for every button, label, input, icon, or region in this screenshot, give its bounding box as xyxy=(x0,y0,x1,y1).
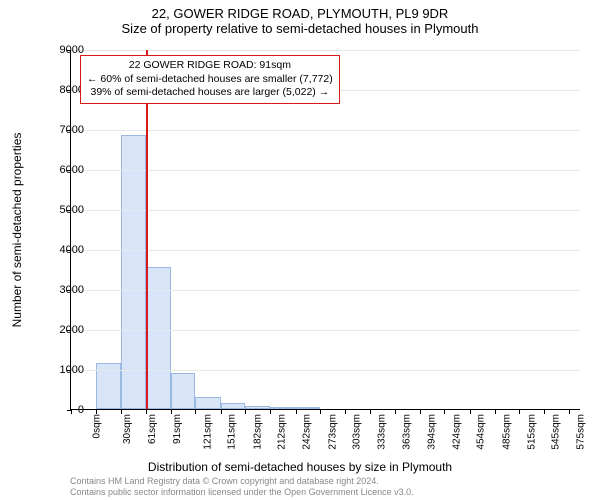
annotation-box: 22 GOWER RIDGE ROAD: 91sqm ← 60% of semi… xyxy=(80,55,340,104)
x-tick-label: 242sqm xyxy=(302,414,313,450)
x-tick-mark xyxy=(470,410,471,414)
x-tick-mark xyxy=(444,410,445,414)
x-axis-label: Distribution of semi-detached houses by … xyxy=(0,460,600,474)
histogram-bar xyxy=(245,406,270,409)
x-tick-mark xyxy=(519,410,520,414)
chart-title-sub: Size of property relative to semi-detach… xyxy=(0,21,600,36)
x-tick-label: 151sqm xyxy=(227,414,238,450)
chart-plot-area xyxy=(70,50,580,410)
chart-title-main: 22, GOWER RIDGE ROAD, PLYMOUTH, PL9 9DR xyxy=(0,6,600,21)
x-tick-mark xyxy=(245,410,246,414)
histogram-bar xyxy=(121,135,146,409)
x-tick-label: 30sqm xyxy=(122,414,133,444)
annotation-line-1: 22 GOWER RIDGE ROAD: 91sqm xyxy=(87,59,333,73)
y-tick-label: 5000 xyxy=(44,204,84,216)
x-tick-label: 454sqm xyxy=(476,414,487,450)
y-tick-label: 3000 xyxy=(44,284,84,296)
x-tick-label: 273sqm xyxy=(327,414,338,450)
footer-line-1: Contains HM Land Registry data © Crown c… xyxy=(70,476,590,487)
x-tick-label: 182sqm xyxy=(252,414,263,450)
y-tick-label: 4000 xyxy=(44,244,84,256)
x-tick-label: 121sqm xyxy=(202,414,213,450)
histogram-bar xyxy=(270,407,296,409)
y-tick-label: 0 xyxy=(44,404,84,416)
x-tick-mark xyxy=(495,410,496,414)
y-axis-label: Number of semi-detached properties xyxy=(10,133,24,328)
histogram-bar xyxy=(171,373,196,409)
x-tick-label: 61sqm xyxy=(147,414,158,444)
x-tick-mark xyxy=(569,410,570,414)
x-tick-mark xyxy=(320,410,321,414)
x-tick-label: 394sqm xyxy=(427,414,438,450)
y-tick-label: 9000 xyxy=(44,44,84,56)
y-tick-label: 6000 xyxy=(44,164,84,176)
x-tick-mark xyxy=(345,410,346,414)
x-tick-mark xyxy=(420,410,421,414)
x-tick-mark xyxy=(544,410,545,414)
x-tick-mark xyxy=(221,410,222,414)
footer-attribution: Contains HM Land Registry data © Crown c… xyxy=(70,476,590,498)
histogram-bar xyxy=(195,397,221,409)
x-tick-label: 333sqm xyxy=(376,414,387,450)
histogram-bar xyxy=(296,407,321,409)
x-tick-label: 303sqm xyxy=(352,414,363,450)
x-tick-mark xyxy=(296,410,297,414)
x-tick-label: 212sqm xyxy=(277,414,288,450)
x-tick-mark xyxy=(195,410,196,414)
x-tick-mark xyxy=(270,410,271,414)
y-tick-label: 8000 xyxy=(44,84,84,96)
footer-line-2: Contains public sector information licen… xyxy=(70,487,590,498)
x-tick-mark xyxy=(395,410,396,414)
x-tick-label: 515sqm xyxy=(526,414,537,450)
annotation-line-3: 39% of semi-detached houses are larger (… xyxy=(87,86,333,100)
x-tick-label: 424sqm xyxy=(451,414,462,450)
chart-title-block: 22, GOWER RIDGE ROAD, PLYMOUTH, PL9 9DR … xyxy=(0,0,600,36)
histogram-bar xyxy=(221,403,246,409)
x-tick-label: 0sqm xyxy=(91,414,102,438)
x-tick-label: 363sqm xyxy=(401,414,412,450)
annotation-line-2: ← 60% of semi-detached houses are smalle… xyxy=(87,73,333,87)
x-tick-label: 545sqm xyxy=(551,414,562,450)
y-tick-label: 7000 xyxy=(44,124,84,136)
x-tick-mark xyxy=(370,410,371,414)
x-tick-label: 575sqm xyxy=(576,414,587,450)
histogram-bar xyxy=(146,267,171,409)
y-tick-label: 1000 xyxy=(44,364,84,376)
y-tick-label: 2000 xyxy=(44,324,84,336)
x-tick-label: 485sqm xyxy=(502,414,513,450)
x-tick-label: 91sqm xyxy=(172,414,183,444)
